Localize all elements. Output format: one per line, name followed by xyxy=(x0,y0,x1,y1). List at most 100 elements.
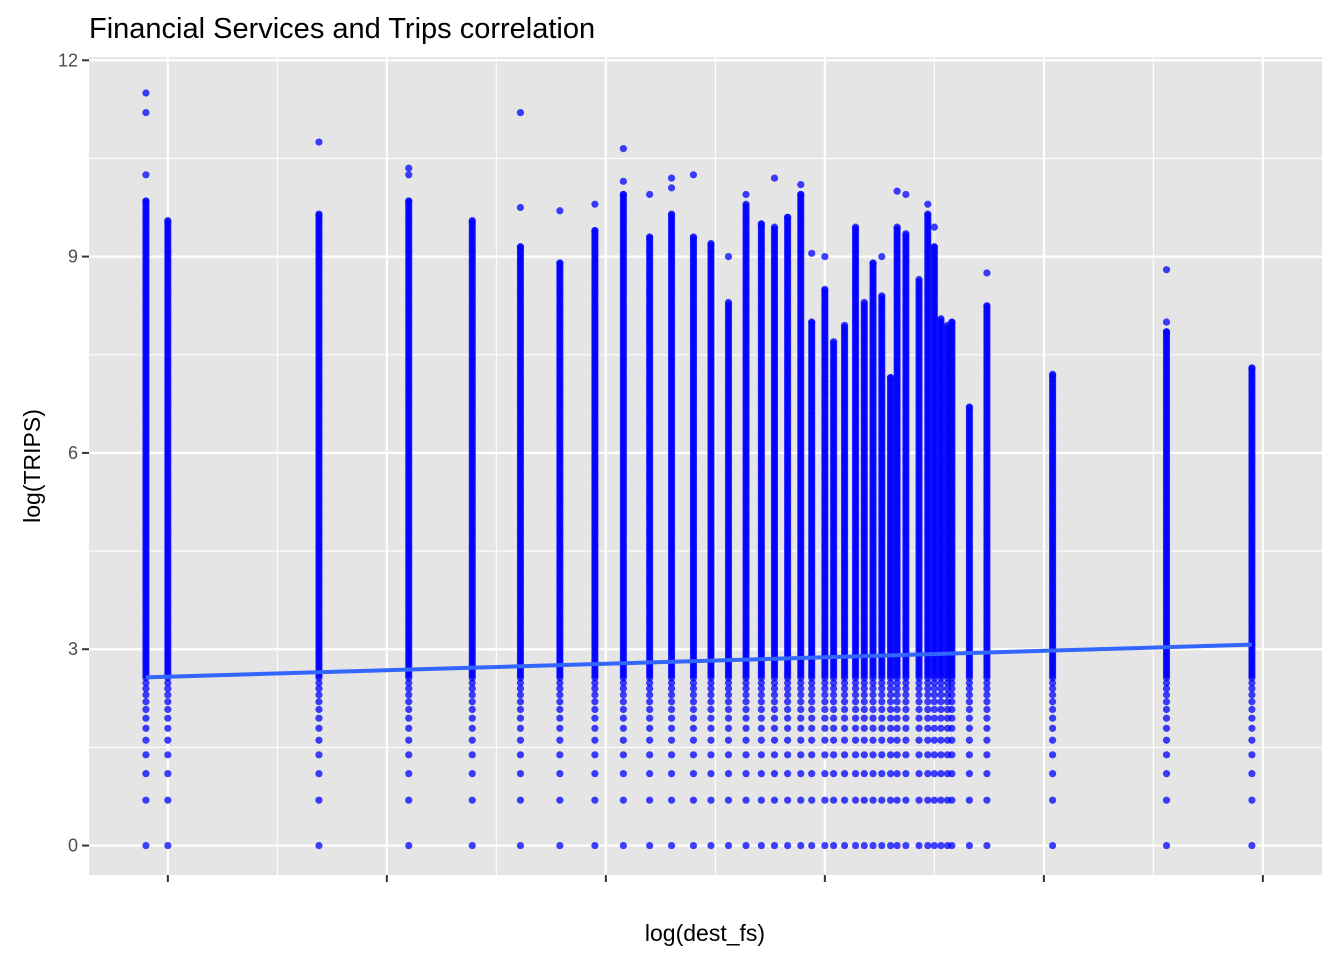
data-point xyxy=(742,724,750,732)
data-point xyxy=(830,724,838,732)
data-point xyxy=(164,691,172,699)
data-point xyxy=(405,164,413,172)
data-point xyxy=(770,691,779,699)
data-point xyxy=(707,691,715,699)
data-point xyxy=(516,705,525,714)
data-point xyxy=(516,109,525,117)
data-point xyxy=(742,736,750,744)
data-point xyxy=(689,705,698,714)
data-point xyxy=(591,770,599,778)
data-point xyxy=(591,698,599,706)
data-point xyxy=(468,796,476,804)
data-point xyxy=(667,184,676,192)
data-point xyxy=(830,698,838,706)
data-point xyxy=(164,679,172,687)
data-point xyxy=(142,714,150,722)
data-point xyxy=(619,751,627,759)
data-point xyxy=(591,714,599,722)
data-point xyxy=(405,796,413,804)
data-point xyxy=(830,691,838,699)
data-point xyxy=(556,796,564,804)
data-point xyxy=(405,705,413,714)
data-point xyxy=(860,770,868,778)
data-point xyxy=(770,698,779,706)
data-point xyxy=(142,770,150,778)
data-point xyxy=(821,705,829,714)
data-point xyxy=(315,685,323,693)
data-point xyxy=(707,239,715,248)
data-point xyxy=(556,751,564,759)
data-point xyxy=(724,796,733,804)
data-point xyxy=(405,751,413,759)
data-point xyxy=(797,841,805,850)
data-point xyxy=(808,751,816,759)
data-point xyxy=(646,841,654,850)
data-point xyxy=(689,724,698,732)
point-column xyxy=(851,223,860,850)
data-point xyxy=(667,724,676,732)
data-point xyxy=(315,796,323,804)
data-point xyxy=(516,698,525,706)
data-point xyxy=(556,736,564,744)
data-point xyxy=(830,705,838,714)
data-point xyxy=(784,714,792,722)
data-point xyxy=(142,691,150,699)
data-point xyxy=(164,796,172,804)
data-point xyxy=(689,171,698,179)
data-point xyxy=(315,724,323,732)
data-point xyxy=(619,736,627,744)
data-point xyxy=(516,841,525,850)
data-point xyxy=(164,736,172,744)
data-point xyxy=(689,714,698,722)
data-point xyxy=(468,751,476,759)
data-point xyxy=(821,751,829,759)
data-point xyxy=(757,841,765,850)
data-point xyxy=(591,736,599,744)
data-point xyxy=(689,770,698,778)
data-point xyxy=(689,698,698,706)
data-point xyxy=(591,841,599,850)
data-point xyxy=(142,679,150,687)
data-point xyxy=(808,714,816,722)
data-point xyxy=(784,841,792,850)
data-point xyxy=(619,698,627,706)
data-point xyxy=(851,724,860,732)
data-point xyxy=(851,691,860,699)
data-point xyxy=(757,705,765,714)
data-point xyxy=(860,736,868,744)
data-point xyxy=(840,321,849,329)
point-column xyxy=(757,220,765,850)
data-point xyxy=(591,751,599,759)
data-point xyxy=(757,736,765,744)
data-point xyxy=(405,685,413,693)
data-point xyxy=(860,751,868,759)
data-point xyxy=(468,691,476,699)
data-point xyxy=(724,736,733,744)
data-point xyxy=(757,698,765,706)
minor-gridlines xyxy=(89,57,1322,875)
data-point xyxy=(468,698,476,706)
data-point xyxy=(468,841,476,850)
chart-title: Financial Services and Trips correlation xyxy=(89,13,595,45)
data-point xyxy=(516,691,525,699)
data-point xyxy=(757,220,765,228)
data-point xyxy=(860,796,868,804)
data-point xyxy=(405,197,413,205)
data-point xyxy=(860,841,868,850)
data-point xyxy=(667,770,676,778)
data-point xyxy=(619,691,627,699)
data-point xyxy=(770,223,779,231)
data-point xyxy=(821,714,829,722)
data-point xyxy=(724,751,733,759)
data-point xyxy=(770,724,779,732)
data-point xyxy=(784,751,792,759)
data-point xyxy=(742,796,750,804)
data-point xyxy=(707,705,715,714)
data-point xyxy=(724,714,733,722)
data-point xyxy=(689,751,698,759)
data-point xyxy=(315,679,323,687)
data-point xyxy=(164,841,172,850)
data-point xyxy=(770,751,779,759)
data-point xyxy=(619,177,627,185)
data-point xyxy=(646,751,654,759)
